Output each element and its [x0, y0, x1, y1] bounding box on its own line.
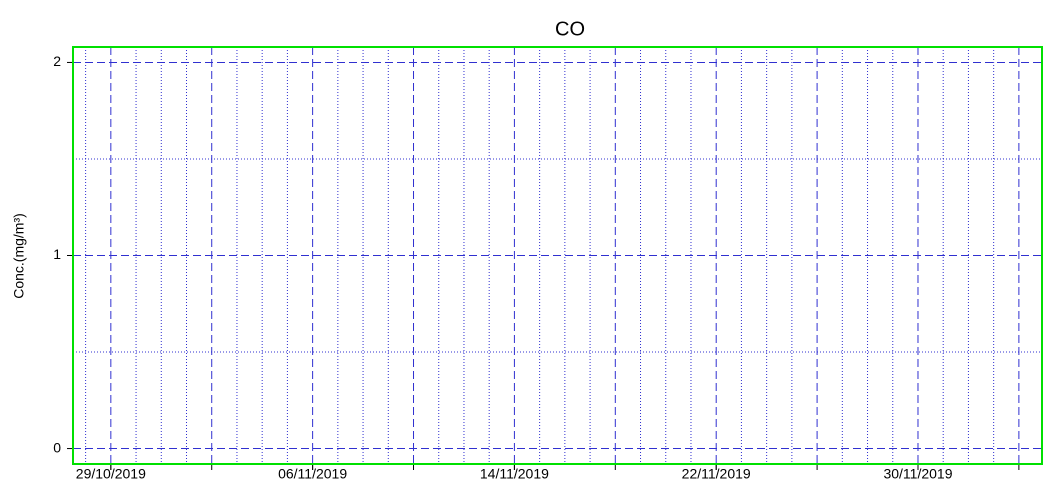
- y-axis-label: Conc.(mg/m³): [11, 213, 27, 299]
- x-tick-label: 30/11/2019: [883, 466, 952, 482]
- y-tick-label: 1: [53, 246, 61, 262]
- x-tick-label: 06/11/2019: [278, 466, 347, 482]
- x-tick-label: 14/11/2019: [480, 466, 549, 482]
- x-tick-label: 29/10/2019: [76, 466, 146, 482]
- y-tick-label: 2: [53, 53, 61, 69]
- chart-title: CO: [555, 18, 585, 40]
- y-tick-label: 0: [53, 439, 61, 455]
- x-tick-label: 22/11/2019: [682, 466, 751, 482]
- plot-frame: [72, 46, 1043, 465]
